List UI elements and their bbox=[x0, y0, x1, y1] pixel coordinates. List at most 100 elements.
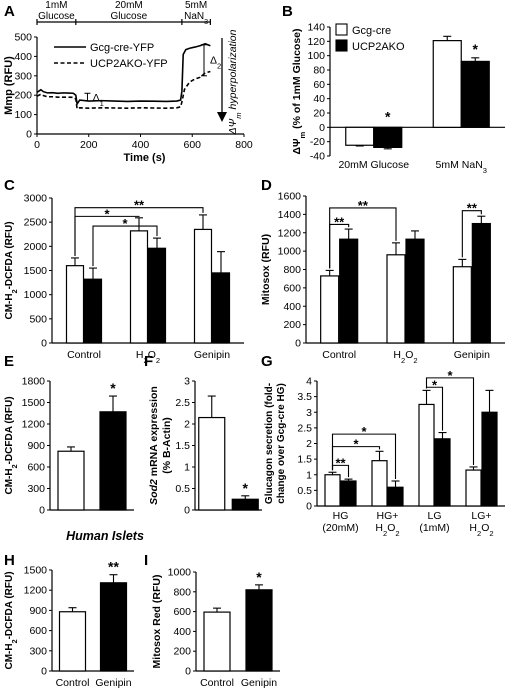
panel-letter-e: E bbox=[4, 353, 14, 370]
panel-b-category-label: 5mM NaN3 bbox=[436, 159, 487, 175]
panel-g-bracket-star: ** bbox=[335, 455, 346, 470]
panel-b-bar bbox=[345, 126, 375, 146]
panel-i-significance-star: * bbox=[256, 569, 262, 585]
panel-c-bracket-star: * bbox=[122, 216, 128, 231]
panel-c-ytick-label: 0 bbox=[41, 338, 47, 350]
panel-h-ylabel-0: CM-H2-DCFDA (RFU) bbox=[4, 571, 19, 669]
panel-b-bar bbox=[432, 40, 462, 128]
panel-f-ytick-label: 0 bbox=[184, 505, 190, 517]
panel-f-ytick-label: 1.5 bbox=[175, 440, 190, 452]
panel-g-ytick-label: 0.5 bbox=[297, 485, 312, 497]
panel-h-bar bbox=[99, 582, 128, 672]
panel-c-category-label-0: Control bbox=[67, 349, 101, 361]
panel-g-ytick-label: 2 bbox=[306, 438, 312, 450]
panel-c-bar bbox=[193, 228, 213, 344]
panel-b-ytick-label: 80 bbox=[313, 65, 325, 77]
panel-g-ylabel-0: Glucagon secretion (fold- bbox=[264, 383, 275, 504]
panel-a-ylabel-0: Mmp (RFU) bbox=[3, 56, 15, 115]
panel-a-ytick-label: 0 bbox=[26, 129, 32, 141]
panel-g-ytick-label: 4 bbox=[306, 376, 312, 388]
panel-a-condition-label: 1mM bbox=[45, 0, 67, 11]
panel-h-bar bbox=[58, 611, 87, 672]
panel-a-series-line bbox=[36, 42, 211, 107]
panel-e-ytick-label: 1800 bbox=[22, 376, 46, 388]
panel-g-bracket bbox=[331, 433, 397, 479]
section-heading-human-islets: Human Islets bbox=[66, 529, 144, 543]
panel-c-bar bbox=[129, 230, 149, 344]
panel-g-category-label-0: LG+ bbox=[471, 510, 491, 522]
panel-c-bracket bbox=[74, 215, 140, 256]
panel-g-bar bbox=[465, 469, 482, 507]
panel-letter-g: G bbox=[261, 353, 273, 370]
panel-c-bar bbox=[65, 265, 85, 344]
panel-g-bracket-star: * bbox=[353, 437, 359, 452]
panel-g-bracket-star: * bbox=[432, 377, 438, 392]
panel-c-bracket bbox=[92, 225, 158, 267]
panel-a-ytick-label: 200 bbox=[14, 90, 32, 102]
panel-g-bar bbox=[481, 411, 498, 507]
panel-e: 0 300 600 900 1200 1500 1800 * CM-H2-DCFDA (RFU) bbox=[4, 376, 134, 517]
panel-h: 0 300 600 900 1200 1500 Control ** Genipin CM-H2-… bbox=[4, 559, 134, 689]
panel-c-bracket bbox=[74, 207, 204, 256]
panel-d-bracket-star: ** bbox=[467, 201, 478, 216]
panel-a-ytick-label: 400 bbox=[14, 51, 32, 63]
panel-letter-d: D bbox=[261, 177, 272, 194]
panel-g-ytick-label: 2.5 bbox=[297, 422, 312, 434]
panel-b: -40 -20 0 20 40 60 80 100 120 140 * * 20mM Glucose 5m… bbox=[291, 22, 505, 175]
panel-b-ylabel-0: ΔΨm (% of 1mM Glucose) bbox=[291, 28, 307, 154]
panel-g-bracket-star: * bbox=[447, 368, 453, 383]
panel-i-category-label: Control bbox=[200, 677, 234, 689]
panel-a: 0 100 200 300 400 500 0 200 400 600 800 Time (s) Mmp… bbox=[3, 0, 253, 164]
panel-h-ytick-label: 300 bbox=[29, 645, 47, 657]
panel-b-legend-swatch bbox=[335, 23, 348, 36]
panel-a-hyper-arrowhead bbox=[217, 112, 227, 122]
panel-d-ytick-label: 400 bbox=[283, 301, 301, 313]
panel-d-bracket-star: ** bbox=[358, 198, 369, 213]
panel-h-ytick-label: 600 bbox=[29, 625, 47, 637]
panel-g-category-label-1: H2O2 bbox=[375, 522, 399, 538]
panel-a-legend-label: Gcg-cre-YFP bbox=[90, 42, 154, 54]
panel-a-condition-label: Glucose bbox=[111, 11, 148, 22]
panel-a-delta1-label: Δ1 bbox=[93, 92, 104, 108]
panel-g-category-label-1: (1mM) bbox=[419, 522, 449, 534]
panel-i-ytick-label: 800 bbox=[173, 586, 191, 598]
panel-e-ytick-label: 300 bbox=[27, 483, 45, 495]
panel-i-ytick-label: 400 bbox=[173, 626, 191, 638]
panel-letter-b: B bbox=[282, 3, 293, 20]
panel-d-ytick-label: 600 bbox=[283, 282, 301, 294]
panel-i-bar bbox=[203, 611, 231, 672]
panel-d-ytick-label: 1400 bbox=[278, 209, 302, 221]
panel-g-ytick-label: 0 bbox=[306, 501, 312, 513]
panel-g-bar bbox=[434, 438, 451, 507]
panel-b-ytick-label: 60 bbox=[313, 79, 325, 91]
panel-h-ytick-label: 0 bbox=[41, 666, 47, 678]
panel-a-xtick-label: 800 bbox=[235, 139, 253, 151]
panel-d-bar bbox=[452, 266, 472, 344]
panel-e-ytick-label: 1500 bbox=[22, 397, 46, 409]
panel-letter-c: C bbox=[4, 177, 15, 194]
panel-a-series-line bbox=[36, 70, 211, 110]
panel-c-bracket-star: * bbox=[104, 206, 110, 221]
panel-g-ytick-label: 1.5 bbox=[297, 454, 312, 466]
panel-c-bar bbox=[147, 247, 167, 344]
panel-e-ytick-label: 0 bbox=[39, 505, 45, 517]
panel-d-bar bbox=[320, 275, 340, 344]
panel-letter-h: H bbox=[4, 552, 15, 569]
panel-c-ytick-label: 1500 bbox=[24, 265, 48, 277]
panel-f-ytick-label: 0.5 bbox=[175, 483, 190, 495]
panel-e-ytick-label: 900 bbox=[27, 440, 45, 452]
panel-i: 0 200 400 600 800 1000 Control * Genipin Mitosox … bbox=[151, 567, 280, 689]
panel-e-ylabel-0: CM-H2-DCFDA (RFU) bbox=[4, 396, 19, 494]
panel-i-ytick-label: 1000 bbox=[168, 567, 192, 579]
panel-b-significance-star: * bbox=[385, 108, 391, 124]
panel-g-bar bbox=[387, 486, 404, 507]
panel-i-ytick-label: 200 bbox=[173, 646, 191, 658]
panel-f-ytick-label: 1 bbox=[184, 462, 190, 474]
panel-a-xtick-label: 400 bbox=[132, 139, 150, 151]
panel-h-significance-star: ** bbox=[108, 559, 119, 575]
panel-h-ytick-label: 1200 bbox=[24, 585, 48, 597]
panel-c-ytick-label: 3000 bbox=[24, 193, 48, 205]
panel-d-bar bbox=[471, 222, 491, 344]
panel-c-bar bbox=[211, 272, 231, 344]
